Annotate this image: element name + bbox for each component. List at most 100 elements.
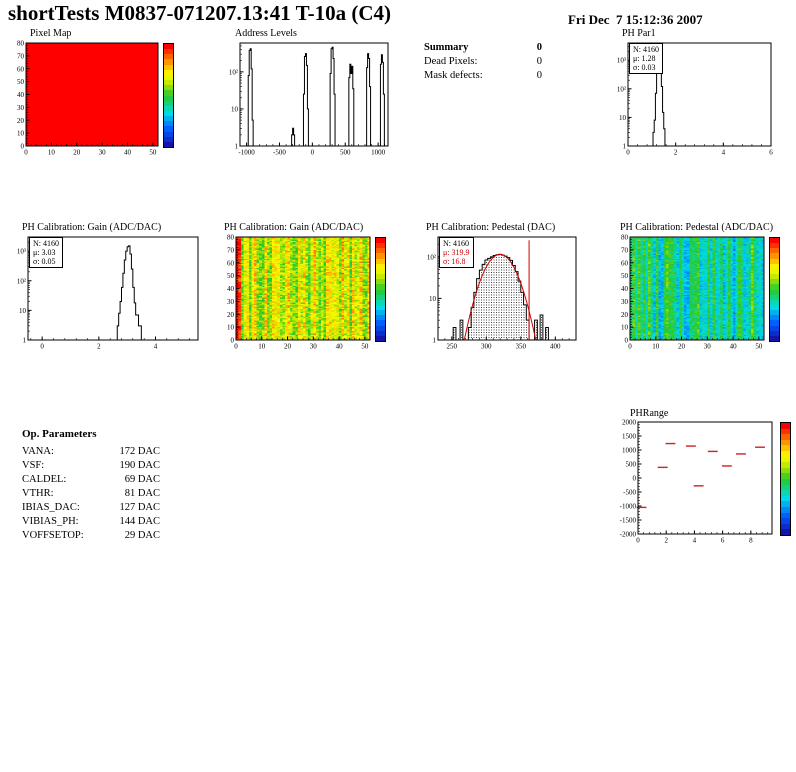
stat-line: μ: 1.28 [633, 54, 656, 63]
summary-value: 0 [536, 56, 542, 67]
svg-text:70: 70 [17, 52, 25, 60]
param-label: VIBIAS_PH: [22, 516, 79, 527]
svg-text:10²: 10² [17, 277, 26, 285]
svg-text:40: 40 [124, 149, 131, 157]
chart-title: PH Calibration: Gain (ADC/DAC) [224, 222, 364, 233]
color-scale [375, 237, 386, 342]
svg-text:10: 10 [619, 114, 627, 122]
svg-text:70: 70 [621, 246, 629, 254]
stat-line: σ: 0.03 [633, 63, 656, 72]
svg-text:30: 30 [310, 343, 318, 351]
pixel-map-chart: 0 10 20 30 40 50 0 10 20 30 40 50 60 70 80 [10, 40, 160, 157]
svg-text:0: 0 [636, 537, 640, 545]
param-value: 127 DAC [119, 502, 160, 513]
svg-text:250: 250 [447, 343, 458, 351]
gain-hist-panel: PH Calibration: Gain (ADC/DAC) 0 2 4 1 10 10²… [8, 222, 220, 356]
stat-line: N: 4160 [633, 45, 659, 54]
timestamp: Fri Dec 7 15:12:36 2007 [568, 12, 703, 27]
svg-text:-500: -500 [623, 489, 636, 497]
gain-map-chart: 0 10 20 30 40 50 0 10 20 30 40 50 60 70 80 [220, 234, 372, 351]
svg-text:80: 80 [17, 40, 25, 48]
svg-text:8: 8 [749, 537, 753, 545]
chart-title: PH Calibration: Pedestal (ADC/DAC) [620, 222, 774, 233]
svg-text:1: 1 [235, 143, 239, 151]
param-value: 190 DAC [119, 460, 160, 471]
svg-text:20: 20 [227, 311, 235, 319]
stat-line: μ: 319.9 [443, 248, 470, 257]
svg-text:4: 4 [693, 537, 697, 545]
svg-text:50: 50 [755, 343, 763, 351]
pedestal-map-chart: 0 10 20 30 40 50 0 10 20 30 40 50 60 70 80 [614, 234, 766, 351]
param-label: IBIAS_DAC: [22, 502, 80, 513]
chart-title: Address Levels [235, 28, 297, 39]
param-row: VTHR: 81 DAC [22, 488, 160, 502]
svg-text:50: 50 [621, 272, 629, 280]
svg-text:500: 500 [340, 149, 351, 157]
param-row: VSF: 190 DAC [22, 460, 160, 474]
param-label: VSF: [22, 460, 45, 471]
svg-text:300: 300 [481, 343, 492, 351]
svg-text:2000: 2000 [622, 419, 637, 427]
svg-text:-1000: -1000 [238, 149, 255, 157]
svg-text:40: 40 [227, 285, 235, 293]
svg-text:10: 10 [48, 149, 56, 157]
svg-text:-1500: -1500 [620, 517, 637, 525]
svg-text:20: 20 [678, 343, 686, 351]
svg-text:-2000: -2000 [620, 531, 637, 539]
svg-text:1500: 1500 [622, 433, 637, 441]
ph-range-chart: 0 2 4 6 8 2000 1500 1000 500 0 -500 -1000 -1500 -2000 [614, 418, 776, 546]
param-row: VANA: 172 DAC [22, 446, 160, 460]
svg-text:40: 40 [621, 285, 629, 293]
param-label: VTHR: [22, 488, 54, 499]
chart-title: Pixel Map [30, 28, 72, 39]
summary-row: Dead Pixels: 0 [424, 56, 542, 67]
svg-text:10: 10 [17, 130, 25, 138]
summary-total: 0 [536, 42, 542, 53]
svg-text:-1000: -1000 [620, 503, 637, 511]
param-label: VOFFSETOP: [22, 530, 84, 541]
svg-text:-500: -500 [273, 149, 286, 157]
chart-title: PHRange [630, 408, 669, 419]
svg-text:10: 10 [621, 324, 629, 332]
param-row: CALDEL: 69 DAC [22, 474, 160, 488]
svg-text:20: 20 [73, 149, 81, 157]
stats-box-ph-par1: N: 4160 μ: 1.28 σ: 0.03 [629, 43, 663, 74]
svg-text:50: 50 [361, 343, 369, 351]
gain-hist-chart: 0 2 4 1 10 10² 10³ [8, 234, 204, 351]
svg-text:350: 350 [516, 343, 527, 351]
svg-text:80: 80 [227, 234, 235, 242]
param-value: 29 DAC [124, 530, 160, 541]
gain-map-panel: PH Calibration: Gain (ADC/DAC) 0 10 20 30 40… [218, 222, 396, 356]
svg-text:60: 60 [17, 65, 25, 73]
ph-par1-panel: PH Par1 0 2 4 6 1 10 10² 10³ N: 4160 μ: 1.28 σ:… [608, 28, 796, 162]
svg-text:30: 30 [227, 298, 235, 306]
op-parameters-table: VANA: 172 DAC VSF: 190 DAC CALDEL: 69 DA… [22, 446, 160, 544]
op-parameters-title: Op. Parameters [22, 428, 97, 440]
svg-text:1: 1 [23, 337, 27, 345]
color-scale [163, 43, 174, 148]
summary-value: 0 [536, 70, 542, 81]
param-label: CALDEL: [22, 474, 67, 485]
stat-line: σ: 16.8 [443, 257, 466, 266]
svg-text:10²: 10² [617, 85, 626, 93]
svg-text:10³: 10³ [617, 57, 626, 65]
pedestal-hist-chart: 250 300 350 400 1 10 10² [418, 234, 582, 351]
svg-text:10²: 10² [229, 68, 238, 76]
stat-line: μ: 3.03 [33, 248, 56, 257]
pixel-map-panel: Pixel Map 0 10 20 30 40 50 0 10 20 30 40 50 60 70 80 [8, 28, 208, 162]
svg-text:6: 6 [769, 149, 773, 157]
svg-text:20: 20 [621, 311, 629, 319]
svg-text:0: 0 [628, 343, 632, 351]
param-label: VANA: [22, 446, 54, 457]
summary-label: Dead Pixels: [424, 56, 478, 67]
svg-text:30: 30 [17, 104, 25, 112]
svg-text:10: 10 [652, 343, 660, 351]
svg-text:10: 10 [227, 324, 235, 332]
svg-text:1000: 1000 [371, 149, 386, 157]
param-row: VIBIAS_PH: 144 DAC [22, 516, 160, 530]
svg-text:400: 400 [550, 343, 561, 351]
pedestal-map-panel: PH Calibration: Pedestal (ADC/DAC) 0 10 20… [612, 222, 796, 356]
svg-text:0: 0 [625, 337, 629, 345]
svg-text:70: 70 [227, 246, 235, 254]
svg-text:10: 10 [429, 295, 437, 303]
